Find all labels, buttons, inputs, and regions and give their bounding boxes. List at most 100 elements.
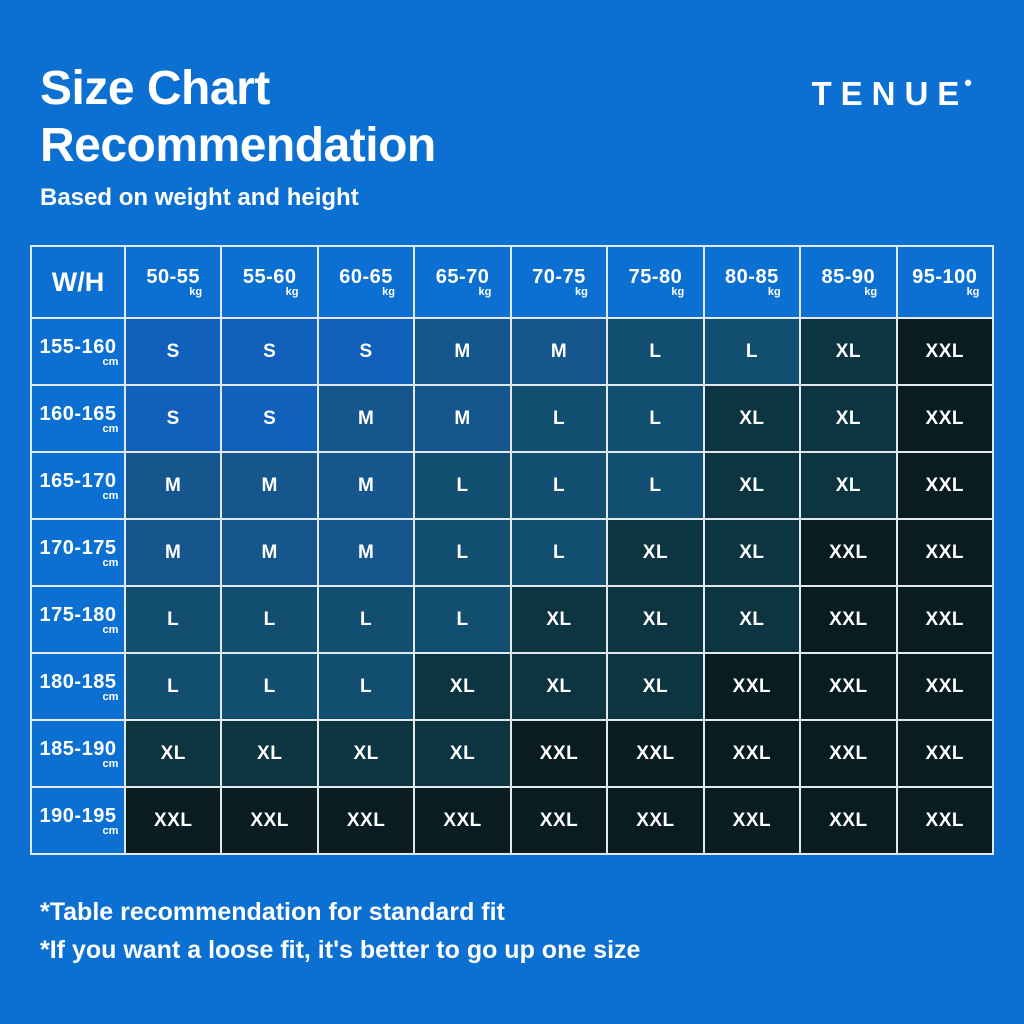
size-cell-185-190-85-90: XXL — [801, 721, 896, 786]
size-cell-160-165-80-85: XL — [704, 386, 800, 451]
col-header-text: 80-85 kg — [725, 266, 781, 298]
size-cell-165-170-50-55: M — [126, 453, 221, 518]
size-cell-160-165-55-60: S — [222, 386, 317, 451]
col-header-text: 50-55 kg — [146, 266, 203, 298]
size-cell-160-165-60-65: M — [318, 386, 414, 451]
size-cell-185-190-70-75: XXL — [511, 721, 607, 786]
col-header-text: 55-60 kg — [242, 266, 299, 298]
size-cell-180-185-75-80: XL — [608, 654, 703, 719]
size-cell-170-175-60-65: M — [318, 520, 414, 585]
weight-range: 80-85 — [725, 266, 779, 288]
unit-cm-label: cm — [102, 690, 119, 703]
footnotes: *Table recommendation for standard fit *… — [40, 893, 640, 969]
size-cell-170-175-80-85: XL — [704, 520, 800, 585]
unit-kg-label: kg — [966, 286, 980, 298]
row-header-text: 160-165 cm — [39, 402, 119, 435]
size-cell-155-160-65-70: M — [415, 319, 510, 384]
size-cell-190-195-55-60: XXL — [222, 788, 317, 853]
unit-cm-label: cm — [102, 623, 119, 636]
col-header-50-55kg: 50-55 kg — [126, 247, 221, 317]
size-cell-155-160-80-85: L — [704, 319, 800, 384]
size-cell-185-190-80-85: XXL — [704, 721, 800, 786]
col-header-80-85kg: 80-85 kg — [704, 247, 800, 317]
size-cell-160-165-95-100: XXL — [897, 386, 992, 451]
size-cell-170-175-95-100: XXL — [897, 520, 992, 585]
size-cell-185-190-55-60: XL — [222, 721, 317, 786]
row-header-155-160cm: 155-160 cm — [32, 319, 124, 384]
weight-range: 60-65 — [339, 266, 393, 288]
size-cell-155-160-70-75: M — [511, 319, 607, 384]
row-header-text: 185-190 cm — [39, 737, 119, 770]
size-cell-190-195-75-80: XXL — [608, 788, 703, 853]
col-header-text: 85-90 kg — [821, 266, 878, 298]
size-cell-165-170-75-80: L — [608, 453, 703, 518]
unit-kg-label: kg — [767, 286, 781, 298]
unit-cm-label: cm — [102, 757, 119, 770]
size-cell-160-165-65-70: M — [415, 386, 510, 451]
row-header-180-185cm: 180-185 cm — [32, 654, 124, 719]
size-cell-180-185-70-75: XL — [511, 654, 607, 719]
size-cell-155-160-50-55: S — [126, 319, 221, 384]
size-cell-165-170-85-90: XL — [801, 453, 896, 518]
brand-logo: TENUE• — [811, 70, 972, 113]
col-header-text: 65-70 kg — [436, 266, 492, 298]
size-cell-165-170-60-65: M — [318, 453, 414, 518]
row-header-185-190cm: 185-190 cm — [32, 721, 124, 786]
size-cell-190-195-50-55: XXL — [126, 788, 221, 853]
size-cell-175-180-50-55: L — [126, 587, 221, 652]
size-cell-160-165-50-55: S — [126, 386, 221, 451]
footnote-loose-fit: *If you want a loose fit, it's better to… — [40, 936, 641, 964]
size-cell-155-160-55-60: S — [222, 319, 317, 384]
row-header-190-195cm: 190-195 cm — [32, 788, 124, 853]
col-header-65-70kg: 65-70 kg — [415, 247, 510, 317]
size-cell-170-175-50-55: M — [126, 520, 221, 585]
footnote-standard-fit: *Table recommendation for standard fit — [40, 898, 505, 926]
weight-range: 75-80 — [628, 266, 683, 288]
size-cell-180-185-55-60: L — [222, 654, 317, 719]
height-range: 170-175 — [39, 536, 117, 559]
weight-range: 85-90 — [821, 266, 876, 288]
size-cell-165-170-80-85: XL — [704, 453, 800, 518]
size-chart-table: W/H 50-55 kg 55-60 kg 60-65 kg 65-70 kg 70-75 kg 75… — [30, 245, 994, 855]
weight-range: 55-60 — [242, 266, 297, 288]
size-cell-180-185-85-90: XXL — [801, 654, 896, 719]
unit-cm-label: cm — [102, 489, 119, 502]
size-cell-170-175-55-60: M — [222, 520, 317, 585]
col-header-text: 75-80 kg — [628, 266, 685, 298]
size-cell-160-165-75-80: L — [608, 386, 703, 451]
size-cell-155-160-85-90: XL — [801, 319, 896, 384]
height-range: 180-185 — [39, 670, 117, 693]
col-header-60-65kg: 60-65 kg — [318, 247, 414, 317]
size-cell-155-160-60-65: S — [318, 319, 414, 384]
unit-kg-label: kg — [382, 286, 395, 298]
height-range: 160-165 — [39, 402, 117, 425]
unit-kg-label: kg — [189, 286, 203, 298]
size-cell-180-185-50-55: L — [126, 654, 221, 719]
unit-cm-label: cm — [102, 355, 119, 368]
unit-kg-label: kg — [478, 286, 492, 298]
size-cell-170-175-65-70: L — [415, 520, 510, 585]
row-header-text: 180-185 cm — [39, 670, 119, 703]
size-cell-185-190-95-100: XXL — [897, 721, 992, 786]
size-cell-190-195-85-90: XXL — [801, 788, 896, 853]
brand-name: TENUE — [811, 75, 969, 112]
col-header-75-80kg: 75-80 kg — [608, 247, 703, 317]
row-header-160-165cm: 160-165 cm — [32, 386, 124, 451]
height-range: 185-190 — [39, 737, 117, 760]
col-header-95-100kg: 95-100 kg — [897, 247, 992, 317]
row-header-text: 155-160 cm — [40, 336, 119, 368]
size-cell-165-170-70-75: L — [511, 453, 607, 518]
col-header-70-75kg: 70-75 kg — [511, 247, 607, 317]
row-header-text: 165-170 cm — [40, 470, 119, 502]
size-cell-175-180-85-90: XXL — [801, 587, 896, 652]
page-title-line-2: Recommendation — [40, 119, 436, 172]
size-cell-175-180-75-80: XL — [608, 587, 703, 652]
col-header-text: 70-75 kg — [532, 266, 588, 298]
size-cell-165-170-65-70: L — [415, 453, 510, 518]
row-header-text: 190-195 cm — [40, 805, 119, 837]
size-cell-175-180-65-70: L — [415, 587, 510, 652]
unit-cm-label: cm — [102, 824, 119, 837]
size-cell-190-195-65-70: XXL — [415, 788, 510, 853]
unit-cm-label: cm — [102, 556, 119, 569]
